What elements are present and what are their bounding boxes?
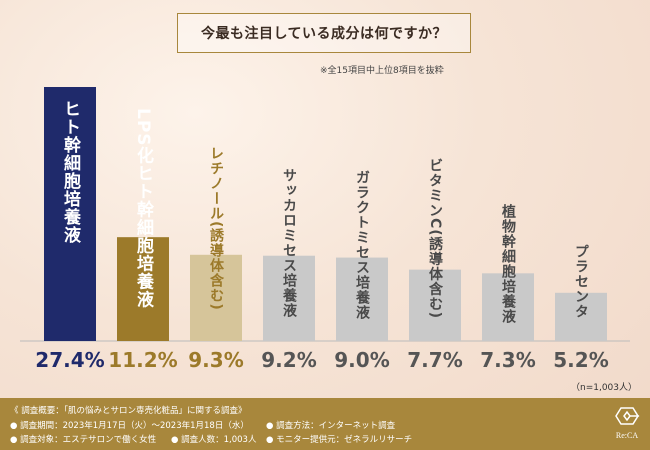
category-label: LPS化ヒト幹細胞培養液 [133,108,155,309]
bar [336,257,388,341]
value-label: 5.2% [553,348,608,372]
reca-logo-icon: Re:CA [615,407,640,440]
survey-target: ● 調査対象：エステサロンで働く女性 [10,435,157,445]
selection-note: ※全15項目中上位8項目を抜粋 [320,66,444,76]
survey-footer: 《 調査概要：「肌の悩みとサロン専売化粧品」に関する調査》 ● 調査期間：202… [0,398,650,450]
value-label: 27.4% [35,348,104,372]
bar-chart: ヒト幹細胞培養液 27.4% LPS化ヒト幹細胞培養液 11.2% レチノール(誘導体含… [20,87,630,372]
logo-text: Re:CA [616,431,638,440]
bar [117,237,169,341]
value-label: 7.3% [480,348,535,372]
category-label: ガラクトミセス培養液 [354,170,371,320]
category-label: ビタミンC(誘導体含む) [427,158,443,319]
value-label: 7.7% [407,348,462,372]
survey-count: ● 調査人数：1,003人 [171,435,257,445]
survey-provider: ● モニター提供元：ゼネラルリサーチ [266,435,413,445]
category-label: プラセンタ [573,244,589,319]
survey-period: ● 調査期間：2023年1月17日（火）〜2023年1月18日（水） [10,421,249,431]
bar [263,255,315,341]
value-label: 9.2% [261,348,316,372]
chart-title-box: 今最も注目している成分は何ですか？ [177,13,471,53]
survey-method: ● 調査方法：インターネット調査 [266,421,396,431]
bar [44,87,96,341]
bar [555,292,607,341]
bar [190,254,242,341]
bar [482,273,534,341]
chart-title: 今最も注目している成分は何ですか？ [200,26,448,42]
category-label: レチノール(誘導体含む) [208,146,224,311]
value-label: 9.3% [188,348,243,372]
category-label: サッカロミセス培養液 [281,168,298,318]
bar [409,269,461,341]
value-label: 11.2% [108,348,177,372]
survey-title: 《 調査概要：「肌の悩みとサロン専売化粧品」に関する調査》 [10,406,247,416]
category-label: ヒト幹細胞培養液 [60,100,82,244]
sample-size-note: （n=1,003人） [571,383,638,393]
value-label: 9.0% [334,348,389,372]
category-label: 植物幹細胞培養液 [500,203,517,324]
